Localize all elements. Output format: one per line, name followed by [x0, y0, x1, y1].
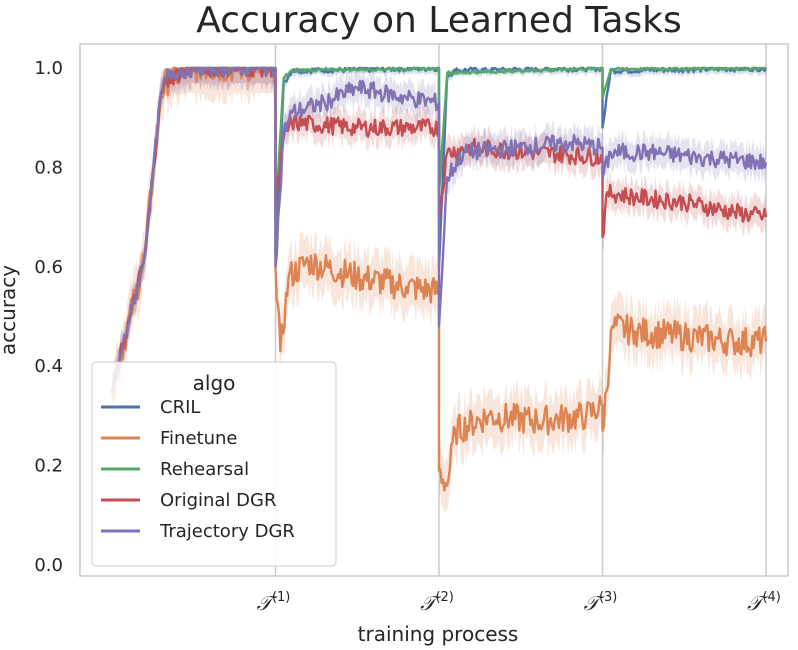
legend-item-label: Rehearsal — [160, 459, 249, 480]
series-lines — [110, 66, 768, 492]
y-tick-label: 0.4 — [34, 356, 63, 377]
x-axis-label: training process — [358, 622, 519, 646]
y-tick-label: 0.6 — [34, 257, 63, 278]
chart-title: Accuracy on Learned Tasks — [196, 0, 682, 41]
x-tick-label: 𝒯(2) — [420, 590, 454, 615]
x-tick-label: 𝒯(4) — [747, 590, 781, 615]
y-tick-label: 0.2 — [34, 456, 63, 477]
legend-item-label: CRIL — [160, 397, 200, 418]
y-tick-label: 0.8 — [34, 157, 63, 178]
legend-item-label: Trajectory DGR — [159, 521, 295, 542]
legend-item-label: Finetune — [160, 428, 237, 449]
x-tick-label: 𝒯(3) — [584, 590, 618, 615]
y-axis-label: accuracy — [0, 265, 20, 355]
legend-box — [91, 361, 337, 567]
x-tick-labels: 𝒯(1) 𝒯(2) 𝒯(3) 𝒯(4) — [257, 590, 781, 615]
legend: algo CRIL Finetune Rehearsal Original DGR Tr… — [91, 361, 337, 567]
y-tick-labels: 0.0 0.2 0.4 0.6 0.8 1.0 — [34, 58, 63, 576]
x-tick-label: 𝒯(1) — [257, 590, 291, 615]
series-line-trajectory-dgr — [111, 66, 768, 393]
legend-item-label: Original DGR — [160, 490, 276, 511]
y-tick-label: 0.0 — [34, 555, 63, 576]
y-tick-label: 1.0 — [34, 58, 63, 79]
legend-title: algo — [193, 371, 236, 395]
plot-frame — [79, 43, 789, 577]
